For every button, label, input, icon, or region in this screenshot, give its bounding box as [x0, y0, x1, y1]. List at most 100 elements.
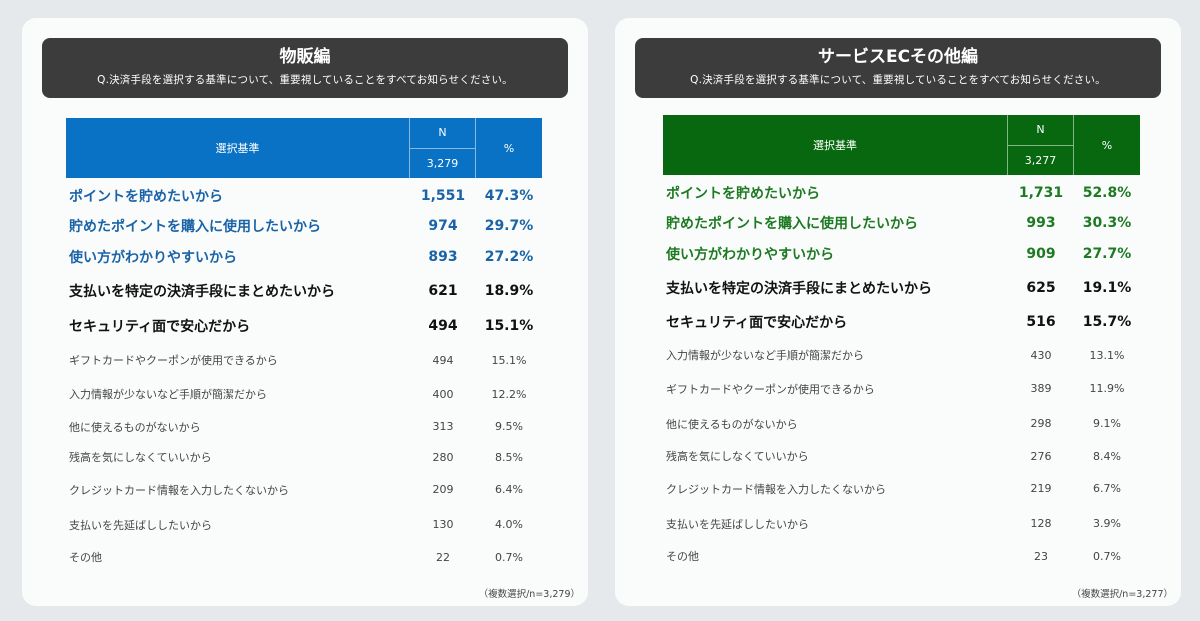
header-criteria: 選択基準 [66, 118, 410, 178]
table-row: 入力情報が少ないなど手順が簡潔だから 400 12.2% [66, 377, 542, 411]
panel-banner: サービスECその他編 Q.決済手段を選択する基準について、重要視していることをす… [635, 38, 1161, 98]
table-row: 支払いを特定の決済手段にまとめたいから 625 19.1% [663, 270, 1140, 305]
row-label: その他 [666, 550, 699, 563]
row-n: 494 [428, 318, 458, 334]
row-pct: 9.5% [495, 420, 523, 433]
header-n: N [410, 118, 475, 149]
row-label: クレジットカード情報を入力したくないから [69, 483, 289, 497]
row-pct: 18.9% [484, 283, 534, 299]
panel-title: サービスECその他編 [817, 47, 979, 67]
row-label: 支払いを特定の決済手段にまとめたいから [666, 280, 932, 297]
row-pct: 13.1% [1089, 348, 1125, 362]
row-pct: 6.4% [495, 483, 523, 496]
row-label: セキュリティ面で安心だから [666, 315, 848, 331]
row-pct: 30.3% [1082, 215, 1132, 231]
row-label: ポイントを貯めたいから [666, 185, 820, 202]
table-row: 残高を気にしなくていいから 276 8.4% [663, 441, 1140, 471]
panel-title: 物販編 [279, 47, 331, 67]
table-row: 貯めたポイントを購入に使用したいから 993 30.3% [663, 208, 1140, 238]
row-label: 支払いを先延ばししたいから [666, 517, 809, 531]
row-pct: 15.7% [1082, 314, 1132, 330]
row-label: 残高を気にしなくていいから [69, 451, 212, 464]
row-n: 974 [428, 218, 458, 234]
row-label: 支払いを特定の決済手段にまとめたいから [69, 284, 335, 300]
table-row: その他 23 0.7% [663, 541, 1140, 571]
table-row: その他 22 0.7% [66, 542, 542, 572]
row-label: 入力情報が少ないなど手順が簡潔だから [666, 349, 864, 362]
row-label: ポイントを貯めたいから [69, 188, 223, 205]
row-pct: 29.7% [484, 218, 534, 234]
row-n: 219 [1030, 482, 1052, 495]
row-pct: 15.1% [484, 318, 534, 334]
row-pct: 4.0% [495, 518, 523, 531]
footnote: （複数選択/n=3,279） [478, 589, 580, 600]
row-label: セキュリティ面で安心だから [69, 319, 251, 335]
table-row: 貯めたポイントを購入に使用したいから 974 29.7% [66, 211, 542, 241]
header-pct: % [503, 141, 515, 155]
row-n: 389 [1030, 382, 1052, 395]
row-label: 貯めたポイントを購入に使用したいから [666, 216, 918, 232]
header-pct: % [1101, 138, 1113, 152]
row-n: 430 [1030, 348, 1052, 362]
row-pct: 15.1% [491, 353, 527, 367]
row-pct: 12.2% [491, 387, 527, 401]
row-pct: 8.4% [1093, 449, 1121, 463]
row-label: ギフトカードやクーポンが使用できるから [666, 382, 875, 396]
table-row: 入力情報が少ないなど手順が簡潔だから 430 13.1% [663, 339, 1140, 371]
table-row: 支払いを先延ばししたいから 128 3.9% [663, 506, 1140, 541]
row-n: 276 [1030, 449, 1052, 463]
row-pct: 0.7% [495, 550, 523, 564]
row-n: 621 [428, 283, 458, 299]
row-n: 893 [428, 249, 458, 265]
row-label: 残高を気にしなくていいから [666, 450, 809, 463]
table-row: 支払いを先延ばししたいから 130 4.0% [66, 507, 542, 542]
table-body: ポイントを貯めたいから 1,731 52.8% 貯めたポイントを購入に使用したいから 9… [663, 177, 1140, 571]
table-row: ギフトカードやクーポンが使用できるから 389 11.9% [663, 371, 1140, 406]
table-row: 残高を気にしなくていいから 280 8.5% [66, 442, 542, 472]
row-label: 支払いを先延ばししたいから [69, 518, 212, 532]
row-n: 22 [436, 550, 450, 564]
row-n: 516 [1026, 314, 1056, 330]
row-pct: 9.1% [1093, 417, 1121, 430]
panel-goods: 物販編 Q.決済手段を選択する基準について、重要視していることをすべてお知らせく… [22, 18, 588, 606]
header-n: N [1008, 115, 1073, 146]
table-row: 使い方がわかりやすいから 909 27.7% [663, 238, 1140, 270]
table-row: ギフトカードやクーポンが使用できるから 494 15.1% [66, 343, 542, 377]
row-label: 他に使えるものがないから [666, 417, 798, 431]
table-row: 支払いを特定の決済手段にまとめたいから 621 18.9% [66, 273, 542, 309]
row-pct: 6.7% [1093, 482, 1121, 495]
row-n: 209 [432, 483, 454, 496]
row-n: 494 [432, 353, 454, 367]
row-pct: 11.9% [1089, 382, 1125, 395]
row-pct: 27.7% [1082, 246, 1132, 262]
table-row: クレジットカード情報を入力したくないから 209 6.4% [66, 472, 542, 507]
row-n: 23 [1034, 549, 1048, 563]
header-n-total: 3,277 [1024, 153, 1057, 167]
row-pct: 3.9% [1093, 517, 1121, 530]
row-label: 他に使えるものがないから [69, 420, 201, 434]
row-pct: 19.1% [1082, 279, 1132, 296]
panel-question: Q.決済手段を選択する基準について、重要視していることをすべてお知らせください。 [97, 74, 513, 86]
row-n: 130 [432, 518, 454, 531]
table-row: セキュリティ面で安心だから 516 15.7% [663, 305, 1140, 339]
row-n: 909 [1026, 246, 1056, 262]
row-label: 入力情報が少ないなど手順が簡潔だから [69, 388, 267, 401]
row-n: 993 [1026, 215, 1056, 231]
table-row: ポイントを貯めたいから 1,731 52.8% [663, 177, 1140, 208]
table-row: クレジットカード情報を入力したくないから 219 6.7% [663, 471, 1140, 506]
row-n: 625 [1026, 279, 1056, 296]
row-n: 128 [1030, 517, 1052, 530]
row-n: 1,731 [1018, 184, 1064, 201]
table-row: 使い方がわかりやすいから 893 27.2% [66, 241, 542, 273]
row-label: クレジットカード情報を入力したくないから [666, 482, 886, 496]
panel-question: Q.決済手段を選択する基準について、重要視していることをすべてお知らせください。 [690, 74, 1106, 86]
row-n: 400 [432, 387, 454, 401]
row-label: 使い方がわかりやすいから [666, 247, 834, 263]
row-pct: 8.5% [495, 450, 523, 464]
panel-banner: 物販編 Q.決済手段を選択する基準について、重要視していることをすべてお知らせく… [42, 38, 568, 98]
table-body: ポイントを貯めたいから 1,551 47.3% 貯めたポイントを購入に使用したいから 9… [66, 180, 542, 572]
row-n: 313 [432, 420, 454, 433]
row-pct: 52.8% [1082, 184, 1132, 201]
row-pct: 47.3% [484, 187, 534, 204]
row-n: 280 [432, 450, 454, 464]
